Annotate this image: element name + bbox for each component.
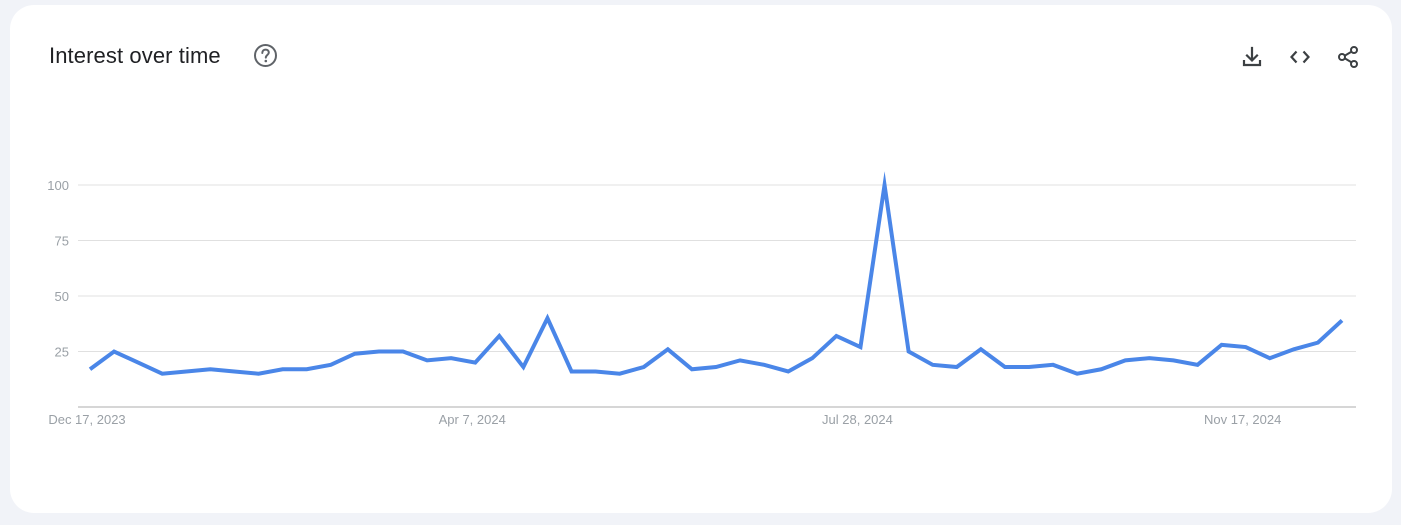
- data-point[interactable]: [588, 363, 604, 379]
- card-header: Interest over time: [10, 5, 1392, 105]
- embed-button[interactable]: [1286, 43, 1314, 71]
- series-line: [88, 171, 1344, 376]
- data-point[interactable]: [130, 355, 146, 371]
- share-button[interactable]: [1334, 43, 1362, 71]
- data-point[interactable]: [226, 363, 242, 379]
- data-point[interactable]: [684, 361, 700, 377]
- y-tick-label: 50: [55, 289, 69, 304]
- data-point[interactable]: [828, 328, 844, 344]
- x-tick-label: Jul 28, 2024: [822, 412, 893, 427]
- data-point[interactable]: [275, 361, 291, 377]
- interest-over-time-card: Interest over time: [10, 5, 1392, 513]
- data-point[interactable]: [347, 346, 363, 362]
- data-point[interactable]: [756, 357, 772, 373]
- x-tick-label: Apr 7, 2024: [439, 412, 506, 427]
- data-point[interactable]: [1021, 359, 1037, 375]
- chart-title: Interest over time: [49, 43, 221, 68]
- data-point[interactable]: [443, 350, 459, 366]
- y-tick-label: 25: [55, 345, 69, 360]
- download-icon: [1242, 46, 1262, 67]
- share-icon: [1338, 46, 1358, 68]
- data-point[interactable]: [973, 341, 989, 357]
- data-point[interactable]: [395, 344, 411, 360]
- data-point[interactable]: [732, 352, 748, 368]
- x-tick-label: Dec 17, 2023: [48, 412, 125, 427]
- data-point[interactable]: [1238, 339, 1254, 355]
- data-point[interactable]: [1165, 352, 1181, 368]
- data-point[interactable]: [82, 361, 98, 377]
- x-tick-label: Nov 17, 2024: [1204, 412, 1281, 427]
- download-button[interactable]: [1238, 43, 1266, 71]
- data-point[interactable]: [1286, 341, 1302, 357]
- data-point[interactable]: [1190, 357, 1206, 373]
- data-point[interactable]: [467, 355, 483, 371]
- data-point[interactable]: [636, 359, 652, 375]
- data-point[interactable]: [852, 339, 868, 355]
- y-tick-label: 75: [55, 234, 69, 249]
- data-point[interactable]: [708, 359, 724, 375]
- data-point[interactable]: [1214, 337, 1230, 353]
- data-point[interactable]: [491, 328, 507, 344]
- data-point[interactable]: [323, 357, 339, 373]
- data-point[interactable]: [251, 366, 267, 382]
- data-point[interactable]: [925, 357, 941, 373]
- data-point[interactable]: [1310, 335, 1326, 351]
- data-point[interactable]: [612, 366, 628, 382]
- data-point[interactable]: [419, 352, 435, 368]
- data-point[interactable]: [949, 359, 965, 375]
- data-point[interactable]: [564, 363, 580, 379]
- data-point[interactable]: [1093, 361, 1109, 377]
- code-icon: [1290, 50, 1310, 64]
- data-point[interactable]: [299, 361, 315, 377]
- data-point[interactable]: [1262, 350, 1278, 366]
- data-point[interactable]: [515, 359, 531, 375]
- data-point[interactable]: [1117, 352, 1133, 368]
- data-point[interactable]: [202, 361, 218, 377]
- data-point[interactable]: [371, 344, 387, 360]
- interest-line-chart: 25 50 75 100 Dec 17, 2023 Apr 7, 2024 Jul 28,…: [47, 171, 1356, 427]
- help-circle-icon[interactable]: [253, 43, 278, 68]
- grid-lines: [78, 184, 1356, 408]
- data-point[interactable]: [1334, 312, 1350, 328]
- data-point[interactable]: [1069, 366, 1085, 382]
- data-point[interactable]: [1045, 357, 1061, 373]
- data-point[interactable]: [539, 310, 555, 326]
- data-point[interactable]: [154, 366, 170, 382]
- data-point[interactable]: [780, 363, 796, 379]
- y-tick-label: 100: [47, 178, 69, 193]
- series-layer: [82, 171, 1350, 382]
- data-point[interactable]: [106, 344, 122, 360]
- data-point[interactable]: [877, 177, 893, 193]
- chart-actions: [1238, 43, 1362, 71]
- data-point[interactable]: [178, 363, 194, 379]
- data-point[interactable]: [804, 350, 820, 366]
- y-tick-labels: 25 50 75 100: [47, 178, 69, 360]
- data-point[interactable]: [660, 341, 676, 357]
- x-tick-labels: Dec 17, 2023 Apr 7, 2024 Jul 28, 2024 Nov 1…: [48, 412, 1281, 427]
- data-point[interactable]: [1141, 350, 1157, 366]
- data-point[interactable]: [997, 359, 1013, 375]
- data-point[interactable]: [901, 344, 917, 360]
